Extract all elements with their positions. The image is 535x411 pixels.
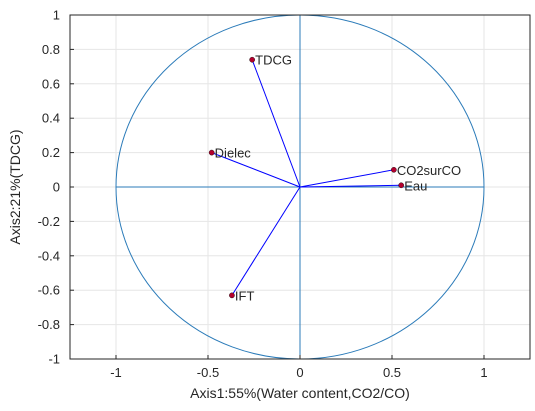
point-label-ift: IFT (235, 288, 255, 303)
vector-eau (299, 184, 402, 188)
y-tick-label: -0.6 (38, 283, 60, 298)
y-tick-label: -0.8 (38, 317, 60, 332)
x-tick-label: -0.5 (197, 365, 219, 380)
point-eau (398, 182, 405, 189)
x-tick-label: 1 (480, 365, 487, 380)
x-tick-label: -1 (110, 365, 122, 380)
vector-layer (211, 59, 402, 296)
vector-dielec (211, 152, 301, 188)
vector-ift (231, 186, 301, 296)
y-tick-label: 0 (53, 180, 60, 195)
point-tdcg (249, 56, 255, 63)
plot-frame (69, 14, 531, 360)
point-dielec (208, 149, 215, 156)
x-tick-label: 0.5 (383, 365, 401, 380)
point-ift (229, 292, 235, 299)
point-label-dielec: Dielec (215, 146, 252, 161)
x-axis-label: Axis1:55%(Water content,CO2/CO) (190, 385, 410, 401)
vector-co2surco (299, 169, 394, 188)
vector-tdcg (251, 59, 301, 188)
y-tick-label: 0.6 (42, 76, 60, 91)
y-tick-label: -0.4 (38, 248, 60, 263)
point-label-eau: Eau (404, 178, 427, 193)
y-tick-label: 1 (53, 8, 60, 23)
y-tick-label: -0.2 (38, 214, 60, 229)
y-tick-label: 0.8 (42, 42, 60, 57)
y-tick-label: 0.4 (42, 111, 60, 126)
tick-layer: -1 -0.5 0 0.5 1 -1 -0.8 -0.6 -0.4 -0.2 0 0.2 0.4 0.6 0… (38, 8, 488, 381)
y-tick-label: 0.2 (42, 145, 60, 160)
y-axis-label: Axis2:21%(TDCG) (7, 129, 23, 244)
x-tick-label: 0 (296, 365, 303, 380)
point-label-tdcg: TDCG (255, 53, 292, 68)
point-label-co2surco: CO2surCO (397, 163, 461, 178)
point-co2surco (391, 166, 397, 173)
y-tick-label: -1 (48, 352, 60, 367)
